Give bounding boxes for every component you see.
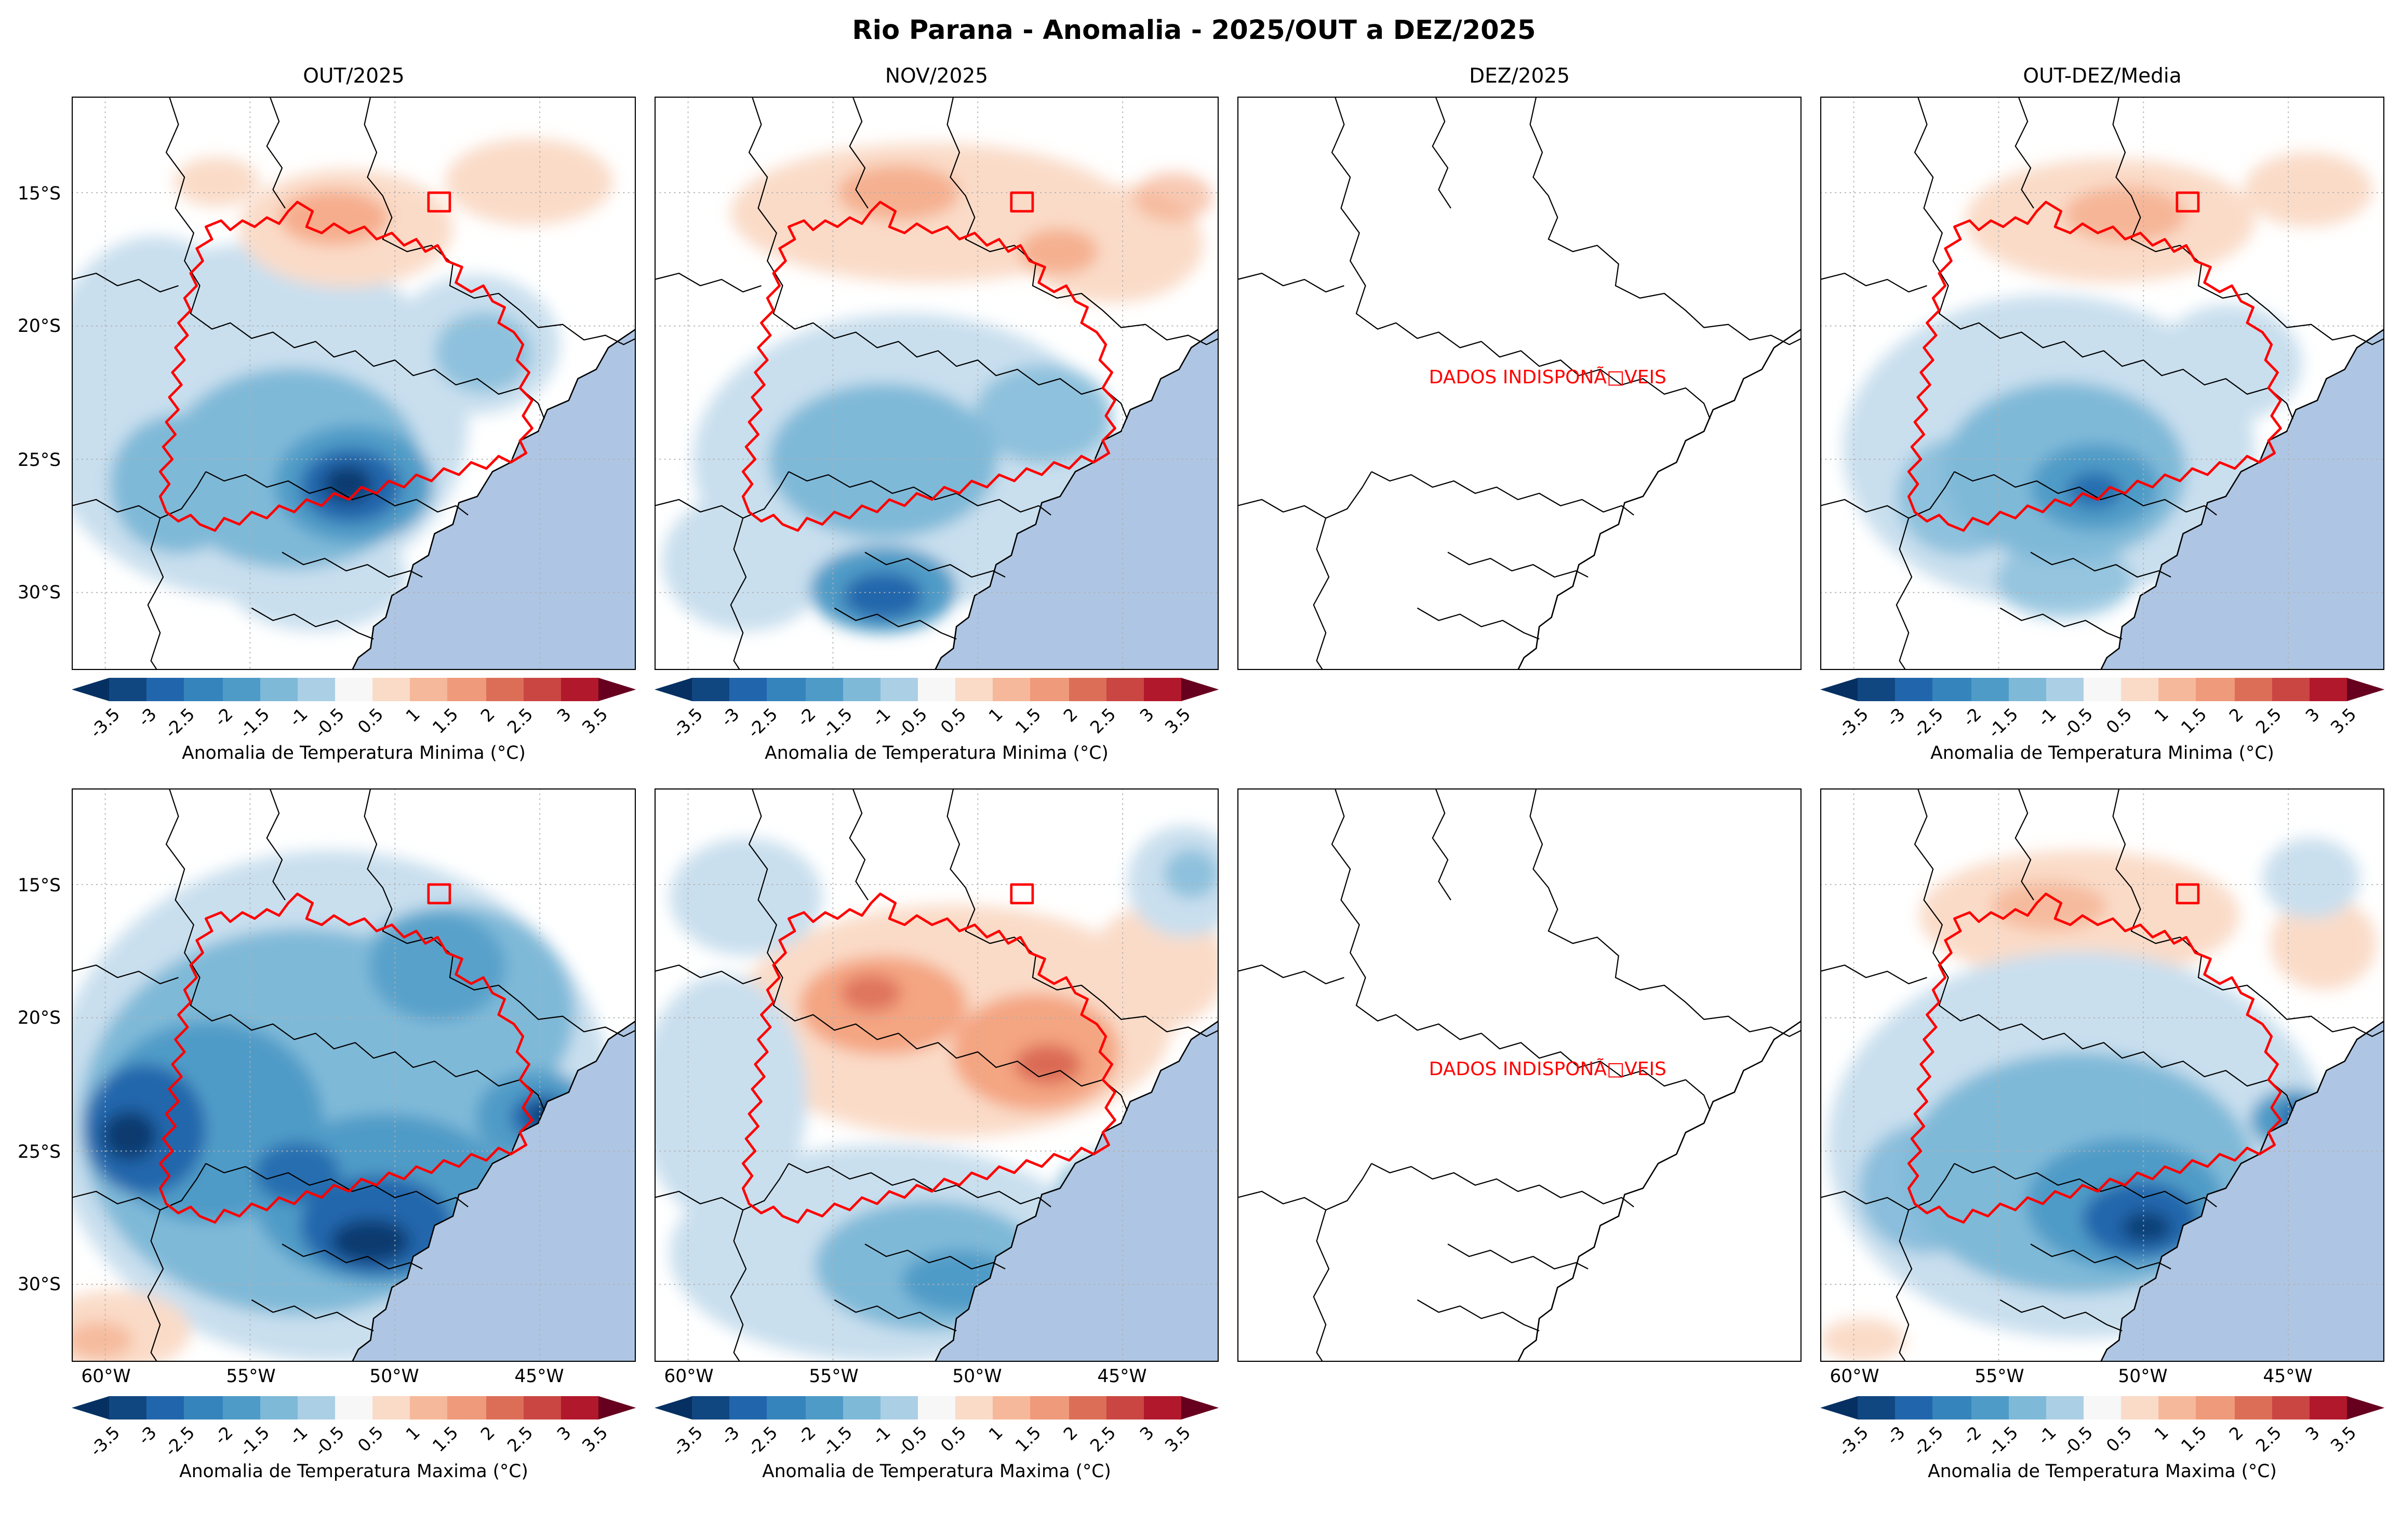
- no-data-message: DADOS INDISPONÃ□VEIS: [1429, 1058, 1666, 1080]
- lat-tick: 15°S: [17, 874, 61, 896]
- panel-title: DEZ/2025: [1469, 65, 1570, 89]
- anomaly-map: [655, 97, 1219, 670]
- lat-tick: 15°S: [17, 182, 61, 204]
- lon-tick: 45°W: [2263, 1365, 2313, 1387]
- colorbar: -3.5 -3 -2.5 -2 -1.5 -1 -0.5 0.5 1 1.5 2 2.5 3 3.5 An…: [72, 1396, 636, 1482]
- no-data-map: [1237, 97, 1802, 670]
- lat-tick: 30°S: [17, 581, 61, 603]
- lon-axis: 60°W 55°W 50°W 45°W: [655, 1362, 1219, 1388]
- colorbar-ticks: -3.5 -3 -2.5 -2 -1.5 -1 -0.5 0.5 1 1.5 2 2.5 3 3.5: [85, 1423, 613, 1461]
- lat-tick: 20°S: [17, 1007, 61, 1028]
- lon-tick: 50°W: [952, 1365, 1002, 1387]
- colorbar-strip: [72, 678, 636, 701]
- panel-tmax-dez2025: DADOS INDISPONÃ□VEIS: [1237, 788, 1802, 1482]
- colorbar: -3.5 -3 -2.5 -2 -1.5 -1 -0.5 0.5 1 1.5 2 2.5 3 3.5 An…: [1820, 1396, 2385, 1482]
- no-data-message: DADOS INDISPONÃ□VEIS: [1429, 366, 1666, 389]
- colorbar-ticks: -3.5 -3 -2.5 -2 -1.5 -1 -0.5 0.5 1 1.5 2 2.5 3 3.5: [85, 704, 613, 743]
- colorbar-label: Anomalia de Temperatura Maxima (°C): [179, 1460, 528, 1482]
- lon-tick: 50°W: [369, 1365, 419, 1387]
- anomaly-field: [662, 143, 1213, 633]
- anomaly-map: [72, 788, 636, 1362]
- panel-tmax-media: 60°W 55°W 50°W 45°W -3.5 -3 -2.5 -2 -1.5 -1 -0…: [1820, 788, 2385, 1482]
- colorbar-strip: [72, 1396, 636, 1420]
- panel-grid: OUT/2025 15°S 20°S 25°S 30°S: [0, 65, 2388, 1482]
- colorbar: -3.5 -3 -2.5 -2 -1.5 -1 -0.5 0.5 1 1.5 2 2.5 3 3.5 An…: [1820, 678, 2385, 764]
- lon-tick: 60°W: [1830, 1365, 1879, 1387]
- colorbar-label: Anomalia de Temperatura Minima (°C): [765, 742, 1109, 764]
- colorbar-strip: [1820, 1396, 2385, 1420]
- colorbar-label: Anomalia de Temperatura Minima (°C): [1930, 742, 2274, 764]
- lon-tick: 55°W: [1975, 1365, 2024, 1387]
- lon-axis: 60°W 55°W 50°W 45°W: [1820, 1362, 2384, 1388]
- panel-tmin-dez2025: DEZ/2025 DADOS INDISPONÃ□VEIS: [1237, 65, 1802, 764]
- colorbar-ticks: -3.5 -3 -2.5 -2 -1.5 -1 -0.5 0.5 1 1.5 2 2.5 3 3.5: [668, 1423, 1196, 1461]
- map-tmax-nov2025: [655, 788, 1219, 1362]
- lon-tick: 60°W: [664, 1365, 714, 1387]
- colorbar: -3.5 -3 -2.5 -2 -1.5 -1 -0.5 0.5 1 1.5 2 2.5 3 3.5 An…: [655, 1396, 1219, 1482]
- no-data-map: [1237, 788, 1802, 1362]
- colorbar: -3.5 -3 -2.5 -2 -1.5 -1 -0.5 0.5 1 1.5 2 2.5 3 3.5 An…: [72, 678, 636, 764]
- lon-tick: 60°W: [81, 1365, 131, 1387]
- lon-tick: 45°W: [514, 1365, 564, 1387]
- anomaly-field: [655, 825, 1219, 1362]
- colorbar-strip: [655, 678, 1219, 701]
- colorbar-label: Anomalia de Temperatura Minima (°C): [182, 742, 526, 764]
- panel-tmin-media: OUT-DEZ/Media: [1820, 65, 2385, 764]
- lon-tick: 50°W: [2118, 1365, 2168, 1387]
- lon-tick: 55°W: [809, 1365, 859, 1387]
- map-tmin-dez2025: DADOS INDISPONÃ□VEIS: [1237, 97, 1802, 670]
- panel-tmin-nov2025: NOV/2025: [655, 65, 1219, 764]
- colorbar: -3.5 -3 -2.5 -2 -1.5 -1 -0.5 0.5 1 1.5 2 2.5 3 3.5 An…: [655, 678, 1219, 764]
- panel-tmax-out2025: 15°S 20°S 25°S 30°S: [18, 788, 636, 1482]
- colorbar-label: Anomalia de Temperatura Maxima (°C): [1928, 1460, 2277, 1482]
- anomaly-map: [655, 788, 1219, 1362]
- map-tmax-out2025: 15°S 20°S 25°S 30°S: [18, 788, 636, 1362]
- figure-title: Rio Parana - Anomalia - 2025/OUT a DEZ/2…: [852, 16, 1536, 47]
- anomaly-map: [72, 97, 636, 670]
- panel-title: OUT/2025: [303, 65, 405, 89]
- map-tmin-out2025: 15°S 20°S 25°S 30°S: [18, 97, 636, 670]
- anomaly-map: [1820, 788, 2384, 1362]
- colorbar-strip: [655, 1396, 1219, 1420]
- lon-tick: 55°W: [226, 1365, 276, 1387]
- map-tmin-media: [1820, 97, 2384, 670]
- lat-tick: 25°S: [17, 449, 61, 471]
- lon-axis-empty: [1237, 1362, 1802, 1388]
- anomaly-field: [72, 138, 613, 632]
- lon-axis: 60°W 55°W 50°W 45°W: [72, 1362, 636, 1388]
- anomaly-map: [1820, 97, 2384, 670]
- lat-tick: 30°S: [17, 1273, 61, 1295]
- colorbar-ticks: -3.5 -3 -2.5 -2 -1.5 -1 -0.5 0.5 1 1.5 2 2.5 3 3.5: [1834, 1423, 2362, 1461]
- map-tmin-nov2025: [655, 97, 1219, 670]
- panel-title: OUT-DEZ/Media: [2023, 65, 2182, 89]
- colorbar-strip: [1820, 678, 2385, 701]
- map-tmax-dez2025: DADOS INDISPONÃ□VEIS: [1237, 788, 1802, 1362]
- colorbar-label: Anomalia de Temperatura Maxima (°C): [762, 1460, 1111, 1482]
- panel-tmin-out2025: OUT/2025 15°S 20°S 25°S 30°S: [18, 65, 636, 764]
- lon-tick: 45°W: [1097, 1365, 1147, 1387]
- panel-tmax-nov2025: 60°W 55°W 50°W 45°W -3.5 -3 -2.5 -2 -1.5 -1 -0…: [655, 788, 1219, 1482]
- lat-tick: 20°S: [17, 315, 61, 337]
- anomaly-field: [1820, 838, 2377, 1362]
- colorbar-ticks: -3.5 -3 -2.5 -2 -1.5 -1 -0.5 0.5 1 1.5 2 2.5 3 3.5: [1834, 704, 2362, 743]
- panel-title: NOV/2025: [885, 65, 989, 89]
- colorbar-ticks: -3.5 -3 -2.5 -2 -1.5 -1 -0.5 0.5 1 1.5 2 2.5 3 3.5: [668, 704, 1196, 743]
- lat-tick: 25°S: [17, 1141, 61, 1162]
- map-tmax-media: [1820, 788, 2384, 1362]
- anomaly-field: [1843, 152, 2372, 619]
